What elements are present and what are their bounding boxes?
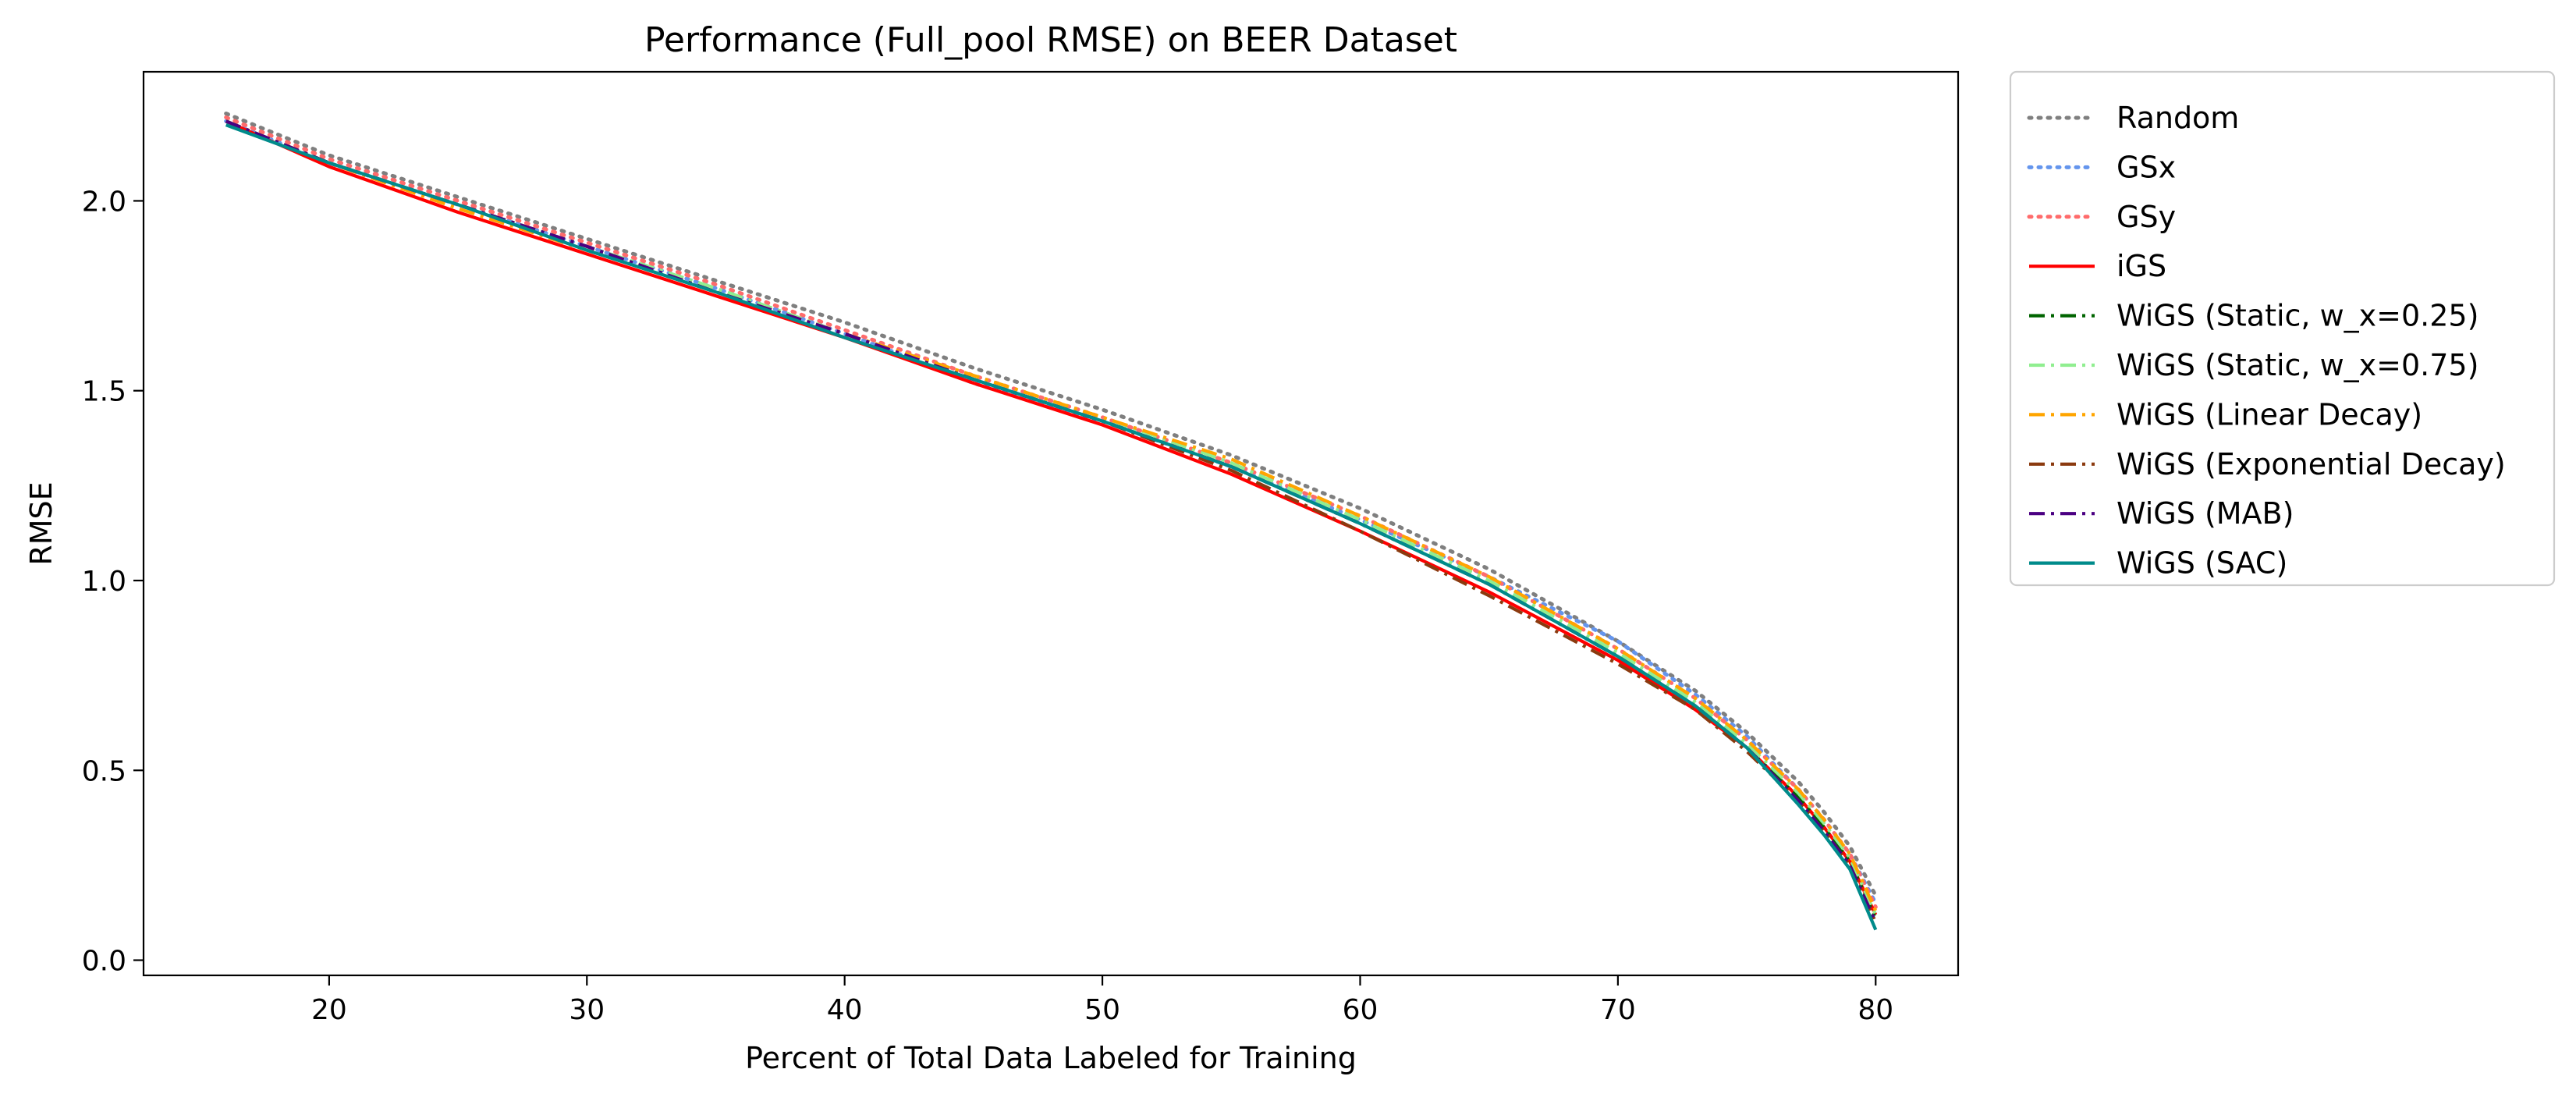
series-layer xyxy=(224,112,1878,931)
legend-label-6: WiGS (Static, w_x=0.75) xyxy=(2117,348,2478,382)
series-line-10 xyxy=(225,123,1878,931)
x-axis: 20 30 40 50 60 70 80 xyxy=(311,975,1893,1026)
x-axis-label: Percent of Total Data Labeled for Traini… xyxy=(745,1041,1357,1075)
series-line-3 xyxy=(224,115,1878,909)
series-line-7 xyxy=(225,119,1878,912)
legend-label-8: WiGS (Exponential Decay) xyxy=(2117,447,2506,481)
legend-label-4: iGS xyxy=(2117,249,2166,283)
x-tick-label: 40 xyxy=(827,994,863,1026)
plot-frame xyxy=(142,70,1960,977)
legend-label-9: WiGS (MAB) xyxy=(2117,496,2294,531)
legend-label-7: WiGS (Linear Decay) xyxy=(2117,397,2422,432)
y-axis-label: RMSE xyxy=(24,481,59,565)
legend-label-2: GSx xyxy=(2117,150,2176,184)
x-tick-label: 60 xyxy=(1343,994,1378,1026)
y-tick-label: 0.0 xyxy=(82,946,126,978)
x-tick-label: 50 xyxy=(1084,994,1120,1026)
x-tick-label: 30 xyxy=(569,994,605,1026)
x-tick-label: 20 xyxy=(311,994,347,1026)
series-line-6 xyxy=(225,119,1878,916)
plot-area xyxy=(224,112,1878,931)
x-tick-label: 80 xyxy=(1857,994,1893,1026)
y-axis: 0.0 0.5 1.0 1.5 2.0 xyxy=(82,186,144,978)
chart-title: Performance (Full_pool RMSE) on BEER Dat… xyxy=(644,20,1457,60)
legend-frame xyxy=(2009,70,2556,587)
y-tick-label: 1.5 xyxy=(82,376,126,408)
y-tick-label: 1.0 xyxy=(82,566,126,598)
y-tick-label: 0.5 xyxy=(82,755,126,787)
series-line-8 xyxy=(225,119,1878,923)
legend-label-5: WiGS (Static, w_x=0.25) xyxy=(2117,299,2478,333)
series-line-1 xyxy=(224,112,1878,898)
x-tick-label: 70 xyxy=(1600,994,1636,1026)
legend-label-1: Random xyxy=(2117,101,2239,135)
y-tick-label: 2.0 xyxy=(82,186,126,218)
legend: Random GSx GSy iGS WiGS (Static, w_x=0.25) Wi… xyxy=(2009,70,2556,587)
legend-label-10: WiGS (SAC) xyxy=(2117,546,2287,581)
legend-label-3: GSy xyxy=(2117,200,2176,234)
